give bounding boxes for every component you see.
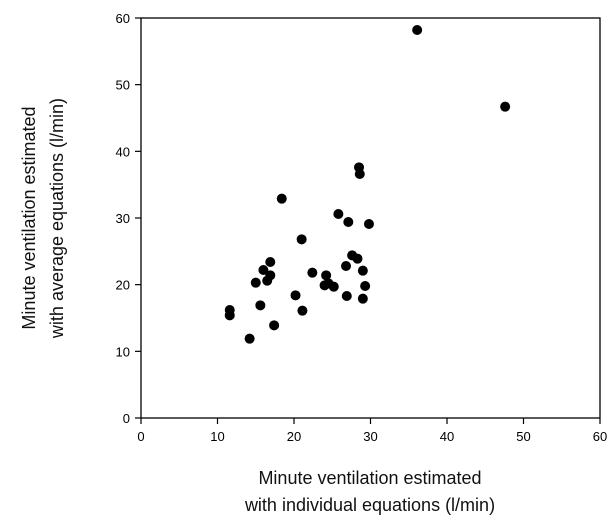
data-point (258, 265, 269, 275)
data-point (307, 267, 318, 278)
x-tick-label: 0 (137, 429, 144, 444)
data-point (357, 265, 368, 276)
x-axis-label-line-2: with individual equations (l/min) (244, 495, 496, 515)
y-axis-label-line-1: Minute ventilation estimated (19, 106, 39, 330)
axes (140, 17, 601, 419)
x-tick-label: 50 (516, 429, 530, 444)
data-point (500, 101, 511, 112)
x-tick-label: 40 (440, 429, 454, 444)
data-point (255, 300, 266, 311)
data-points (224, 25, 511, 344)
data-point (363, 219, 374, 229)
y-axis-label-line-2: with average equations (l/min) (47, 97, 67, 339)
x-tick-label: 30 (363, 429, 377, 444)
data-point (269, 320, 280, 331)
data-point (341, 291, 352, 301)
data-point (352, 253, 363, 264)
y-tick-label: 50 (116, 78, 130, 93)
data-point (343, 217, 354, 227)
y-tick-label: 40 (116, 144, 130, 159)
data-point (296, 234, 307, 245)
data-point (297, 305, 308, 316)
data-point (357, 293, 368, 304)
data-point (412, 25, 423, 35)
data-point (244, 333, 255, 344)
y-tick-label: 20 (116, 278, 130, 293)
data-point (290, 290, 301, 301)
data-point (328, 281, 339, 292)
y-tick-label: 0 (123, 411, 130, 426)
y-tick-label: 10 (116, 344, 130, 359)
data-point (341, 261, 352, 271)
x-tick-label: 20 (287, 429, 301, 444)
data-point (360, 281, 371, 291)
x-tick-label: 60 (593, 429, 607, 444)
data-point (265, 257, 276, 267)
ticks: 0 10 20 30 40 50 60 0 10 20 30 40 50 60 (116, 11, 608, 444)
x-axis-label-line-1: Minute ventilation estimated (258, 468, 482, 488)
data-point (354, 169, 365, 179)
y-tick-label: 30 (116, 211, 130, 226)
data-point (321, 270, 332, 281)
data-point (250, 277, 261, 288)
data-point (276, 193, 287, 204)
plot-frame (140, 17, 601, 419)
data-point (224, 310, 235, 321)
y-tick-label: 60 (116, 11, 130, 26)
data-point (265, 270, 276, 281)
data-point (333, 209, 344, 219)
x-tick-label: 10 (210, 429, 224, 444)
